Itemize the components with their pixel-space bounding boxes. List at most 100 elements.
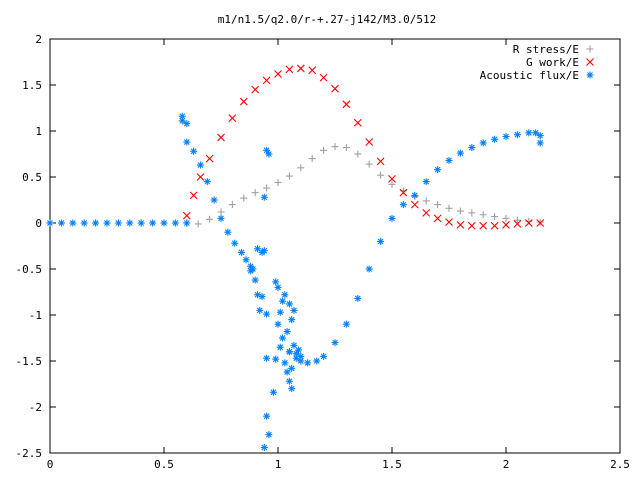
data-point — [468, 144, 476, 152]
data-point — [513, 220, 522, 228]
data-point — [183, 138, 191, 146]
data-point — [279, 297, 287, 305]
data-point — [274, 70, 282, 78]
data-point — [217, 214, 225, 222]
y-tick-label: -1.5 — [16, 355, 43, 368]
data-point — [377, 237, 385, 245]
data-point — [491, 135, 499, 143]
data-point — [285, 65, 294, 74]
data-point — [434, 201, 442, 209]
data-point — [46, 219, 54, 227]
data-point — [260, 247, 268, 255]
data-point — [331, 84, 339, 93]
legend-label: Acoustic flux/E — [480, 69, 579, 82]
data-point — [281, 359, 289, 367]
x-tick-label: 1 — [275, 458, 282, 471]
data-point — [422, 208, 431, 217]
data-point — [295, 346, 303, 354]
data-point — [320, 146, 328, 154]
plot-frame — [49, 38, 621, 454]
x-tick-label: 1.5 — [382, 458, 402, 471]
data-point — [479, 139, 487, 147]
data-point — [126, 219, 134, 227]
y-tick-label: 0 — [35, 217, 42, 230]
data-point — [288, 316, 296, 324]
data-point — [388, 174, 396, 183]
data-point — [320, 352, 328, 360]
data-point — [238, 248, 246, 256]
data-point — [196, 173, 205, 181]
data-point — [491, 213, 499, 221]
x-tick-label: 0 — [47, 458, 54, 471]
data-point — [288, 364, 296, 372]
legend-marker — [586, 58, 594, 66]
data-point — [297, 164, 305, 172]
data-point — [228, 114, 237, 123]
data-point — [240, 194, 248, 202]
data-point — [513, 216, 521, 224]
y-tick-label: -2 — [29, 401, 42, 414]
data-point — [231, 239, 239, 247]
y-tick-label: 0.5 — [22, 171, 42, 184]
data-point — [183, 120, 191, 128]
data-point — [502, 133, 510, 141]
data-point — [269, 388, 277, 396]
data-point — [536, 219, 545, 227]
data-point — [536, 139, 544, 147]
data-point — [276, 308, 284, 316]
data-point — [57, 219, 65, 227]
data-point — [114, 219, 122, 227]
data-point — [190, 147, 198, 155]
y-tick-label: -2.5 — [16, 447, 43, 460]
data-point — [272, 355, 280, 363]
x-tick-label: 0.5 — [154, 458, 174, 471]
data-point — [456, 220, 465, 229]
data-point — [263, 354, 271, 362]
data-point — [422, 178, 430, 186]
data-point — [285, 348, 293, 356]
data-point — [536, 132, 544, 140]
data-point — [365, 160, 373, 168]
data-point — [456, 149, 464, 157]
data-point — [331, 339, 339, 347]
data-point — [490, 221, 499, 230]
data-point — [251, 85, 260, 94]
legend-label: R stress/E — [513, 43, 579, 56]
data-point — [313, 357, 321, 365]
data-point — [256, 306, 264, 314]
data-point — [217, 208, 225, 216]
data-point — [253, 245, 261, 253]
data-point — [281, 291, 289, 299]
data-point — [251, 189, 259, 197]
data-point — [502, 214, 510, 222]
data-point — [308, 155, 316, 163]
data-point — [296, 64, 305, 73]
data-point — [467, 221, 476, 230]
y-tick-label: 1 — [35, 125, 42, 138]
data-point — [342, 144, 350, 152]
data-point — [263, 184, 271, 192]
data-point — [445, 156, 453, 164]
data-point — [80, 219, 88, 227]
data-point — [399, 188, 408, 197]
data-point — [260, 443, 268, 451]
data-point — [411, 191, 419, 199]
data-point — [290, 306, 298, 314]
data-point — [274, 320, 282, 328]
data-point — [376, 157, 385, 166]
data-point — [377, 171, 385, 179]
data-point — [217, 133, 225, 142]
data-point — [69, 219, 77, 227]
legend-marker — [586, 71, 594, 79]
data-point — [283, 328, 291, 336]
data-point — [290, 341, 298, 349]
data-point — [274, 283, 282, 291]
data-point — [536, 218, 544, 226]
data-point — [285, 377, 293, 385]
data-point — [182, 211, 191, 220]
data-point — [354, 150, 362, 158]
data-point — [304, 359, 312, 367]
x-tick-label: 2 — [503, 458, 510, 471]
